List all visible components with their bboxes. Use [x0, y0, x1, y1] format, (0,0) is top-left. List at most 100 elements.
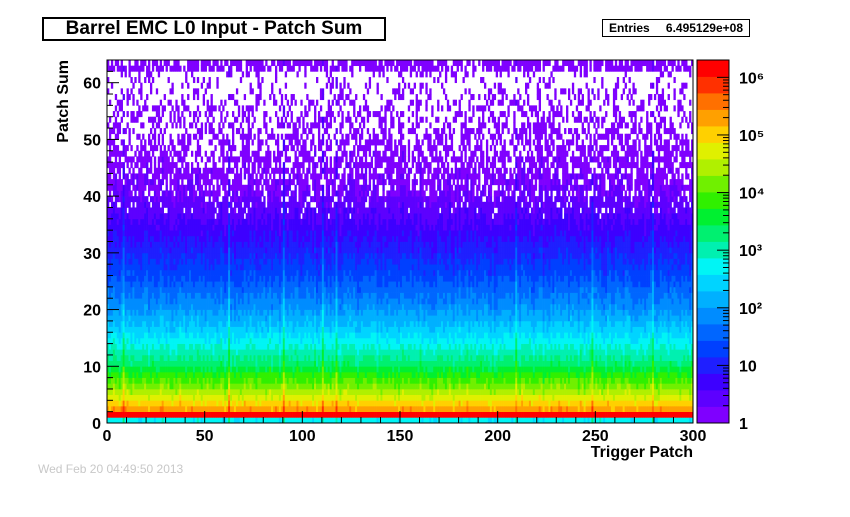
heatmap-cell	[382, 326, 385, 333]
heatmap-cell	[233, 366, 237, 373]
heatmap-cell	[421, 371, 424, 378]
heatmap-cell	[505, 394, 508, 401]
heatmap-cell	[538, 366, 541, 373]
heatmap-cell	[190, 326, 194, 333]
heatmap-cell	[161, 354, 164, 361]
heatmap-cell	[161, 337, 164, 344]
heatmap-cell	[679, 371, 682, 378]
heatmap-cell	[655, 332, 659, 339]
heatmap-cell	[499, 343, 502, 350]
heatmap-cell	[501, 377, 504, 384]
heatmap-cell	[142, 349, 145, 356]
heatmap-cell	[536, 371, 540, 378]
heatmap-cell	[472, 400, 475, 407]
heatmap-cell	[630, 417, 633, 424]
heatmap-cell	[603, 411, 606, 418]
heatmap-cell	[530, 371, 534, 378]
heatmap-cell	[650, 332, 653, 339]
heatmap-cell	[204, 388, 207, 395]
heatmap-cell	[245, 337, 248, 344]
heatmap-cell	[370, 326, 373, 333]
heatmap-cell	[491, 383, 495, 390]
heatmap-cell	[290, 388, 293, 395]
heatmap-cell	[509, 383, 512, 390]
heatmap-cell	[142, 337, 145, 344]
heatmap-cell	[439, 326, 442, 333]
heatmap-cell	[655, 337, 659, 344]
heatmap-cell	[357, 400, 360, 407]
heatmap-cell	[425, 383, 428, 390]
heatmap-cell	[370, 417, 373, 424]
heatmap-cell	[148, 383, 151, 390]
heatmap-cell	[237, 326, 241, 333]
heatmap-cell	[194, 349, 198, 356]
heatmap-cell	[673, 417, 676, 424]
heatmap-cell	[274, 383, 278, 390]
heatmap-cell	[261, 417, 264, 424]
heatmap-cell	[521, 383, 524, 390]
heatmap-cell	[190, 411, 194, 418]
heatmap-cell	[689, 388, 692, 395]
heatmap-cell	[392, 417, 395, 424]
heatmap-cell	[685, 411, 688, 418]
heatmap-cell	[274, 354, 278, 361]
heatmap-cell	[343, 417, 346, 424]
heatmap-cell	[462, 388, 465, 395]
heatmap-cell	[228, 411, 231, 418]
heatmap-cell	[442, 417, 446, 424]
heatmap-cell	[337, 360, 340, 367]
heatmap-cell	[347, 343, 350, 350]
heatmap-cell	[612, 337, 616, 344]
heatmap-cell	[497, 349, 500, 356]
heatmap-cell	[566, 383, 569, 390]
heatmap-cell	[610, 383, 614, 390]
heatmap-cell	[253, 411, 256, 418]
heatmap-cell	[405, 383, 409, 390]
heatmap-cell	[255, 417, 258, 424]
heatmap-cell	[210, 343, 213, 350]
heatmap-cell	[194, 343, 198, 350]
heatmap-cell	[112, 326, 116, 333]
heatmap-cell	[528, 371, 532, 378]
heatmap-cell	[181, 337, 184, 344]
heatmap-cell	[448, 332, 452, 339]
heatmap-cell	[368, 411, 372, 418]
heatmap-cell	[632, 417, 635, 424]
heatmap-cell	[237, 371, 241, 378]
heatmap-cell	[349, 400, 352, 407]
heatmap-cell	[398, 394, 401, 401]
heatmap-cell	[587, 388, 590, 395]
heatmap-cell	[638, 332, 641, 339]
heatmap-cell	[208, 377, 211, 384]
heatmap-cell	[226, 388, 229, 395]
heatmap-cell	[423, 400, 426, 407]
heatmap-cell	[316, 417, 319, 424]
heatmap-cell	[382, 360, 385, 367]
heatmap-cell	[620, 417, 624, 424]
heatmap-cell	[509, 360, 512, 367]
heatmap-cell	[202, 388, 206, 395]
heatmap-cell	[614, 377, 618, 384]
heatmap-cell	[364, 366, 368, 373]
heatmap-cell	[116, 360, 120, 367]
heatmap-cell	[505, 349, 508, 356]
heatmap-cell	[261, 343, 264, 350]
heatmap-cell	[218, 332, 221, 339]
heatmap-cell	[110, 366, 114, 373]
heatmap-cell	[632, 388, 635, 395]
heatmap-cell	[302, 411, 305, 418]
heatmap-cell	[616, 349, 620, 356]
heatmap-cell	[407, 332, 411, 339]
heatmap-cell	[493, 394, 497, 401]
heatmap-cell	[177, 417, 180, 424]
heatmap-cell	[583, 417, 586, 424]
heatmap-cell	[255, 354, 258, 361]
heatmap-cell	[581, 377, 584, 384]
heatmap-cell	[130, 417, 133, 424]
heatmap-cell	[290, 405, 293, 412]
heatmap-cell	[317, 405, 321, 412]
heatmap-cell	[317, 354, 321, 361]
heatmap-cell	[390, 383, 393, 390]
heatmap-cell	[464, 394, 467, 401]
heatmap-cell	[616, 337, 620, 344]
